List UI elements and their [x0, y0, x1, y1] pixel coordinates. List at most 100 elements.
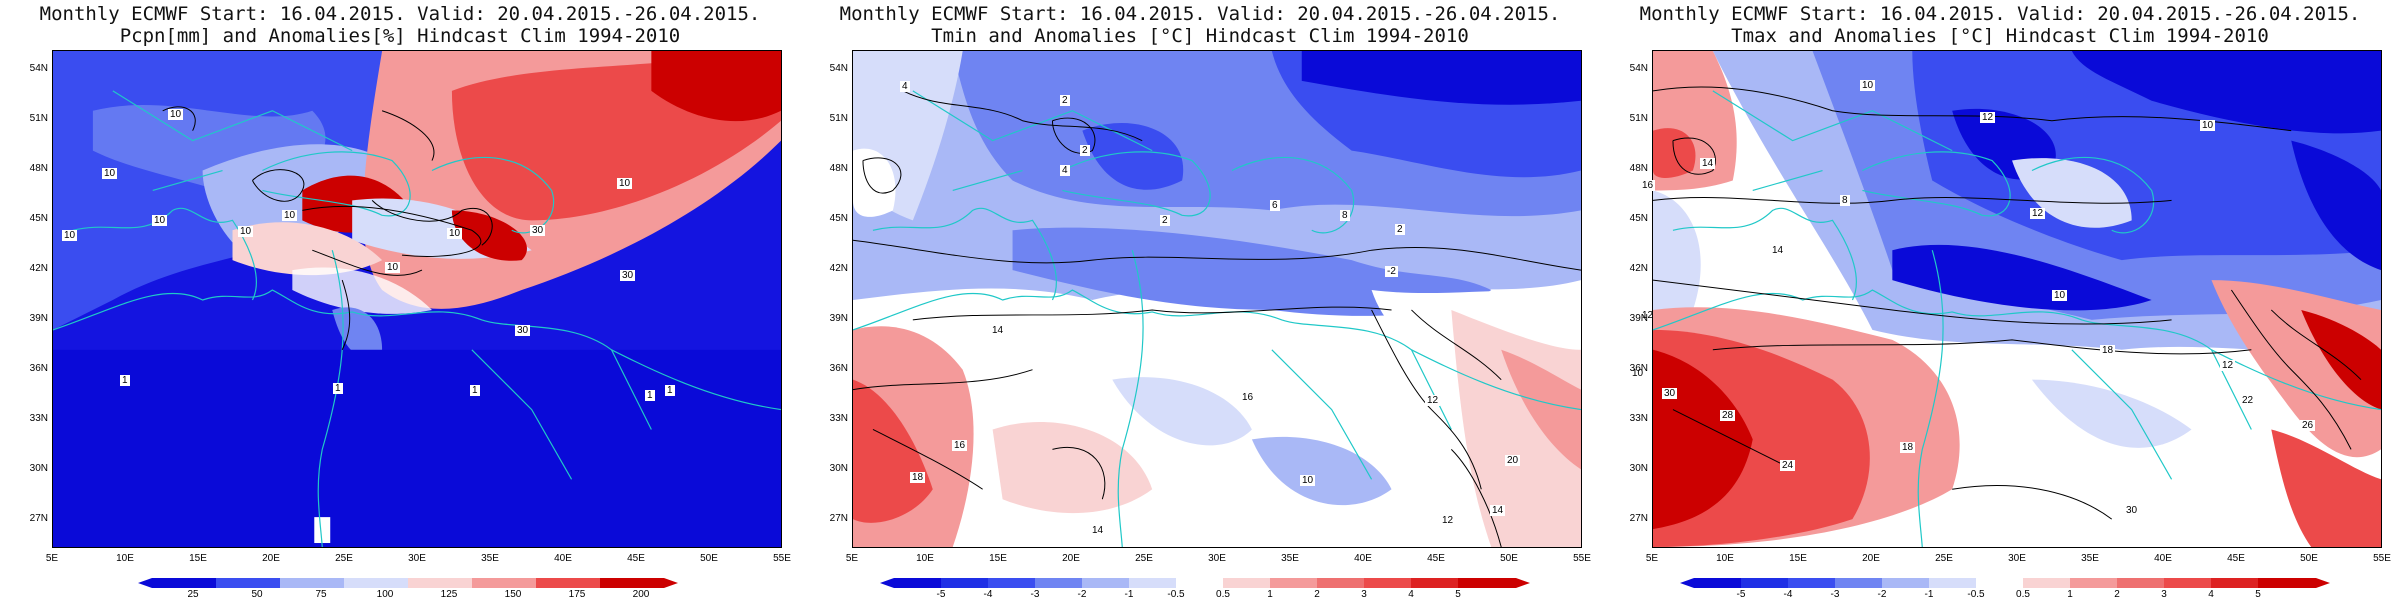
contour-label: 2 [1080, 145, 1090, 156]
colorbar-label: 0.5 [1216, 589, 1230, 600]
contour-label: 10 [1300, 475, 1316, 486]
lon-label: 45E [2227, 553, 2245, 564]
lat-label: 48N [829, 163, 848, 174]
colorbar-label: -1 [1924, 589, 1934, 600]
contour-label: 1 [470, 385, 480, 396]
lon-label: 10E [1716, 553, 1734, 564]
lon-label: 20E [1062, 553, 1080, 564]
tmin-colorbar [880, 578, 1530, 588]
lat-label: 54N [1629, 63, 1648, 74]
contour-label: 8 [1340, 210, 1350, 221]
contour-label: 10 [282, 210, 298, 221]
lon-label: 55E [1573, 553, 1591, 564]
lat-label: 42N [829, 263, 848, 274]
contour-label: 30 [1662, 388, 1678, 399]
lon-label: 15E [989, 553, 1007, 564]
lon-label: 50E [2300, 553, 2318, 564]
contour-label: 18 [2100, 345, 2116, 356]
colorbar-label: -0.5 [1967, 589, 1985, 600]
lon-label: 20E [1862, 553, 1880, 564]
contour-label: 16 [952, 440, 968, 451]
colorbar-label: 2 [1314, 589, 1320, 600]
tmin-map [852, 50, 1582, 548]
lat-label: 51N [29, 113, 48, 124]
contour-label: 12 [1980, 112, 1996, 123]
contour-label: 30 [515, 325, 531, 336]
colorbar-label: 25 [187, 589, 199, 600]
panel-subtitle: Tmax and Anomalies [°C] Hindcast Clim 19… [1731, 25, 2269, 47]
contour-label: 10 [238, 226, 254, 237]
contour-label: 2 [1395, 224, 1405, 235]
lon-label: 45E [1427, 553, 1445, 564]
lon-label: 50E [700, 553, 718, 564]
lat-label: 54N [829, 63, 848, 74]
colorbar-label: 5 [2255, 589, 2261, 600]
lon-label: 5E [845, 553, 859, 564]
lon-label: 30E [2008, 553, 2026, 564]
colorbar-label: 75 [315, 589, 327, 600]
contour-label: 10 [2200, 120, 2216, 131]
contour-label: 18 [910, 472, 926, 483]
lon-label: 30E [1208, 553, 1226, 564]
panel-subtitle: Tmin and Anomalies [°C] Hindcast Clim 19… [931, 25, 1469, 47]
colorbar-label: -1 [1124, 589, 1134, 600]
panel-tmax: Monthly ECMWF Start: 16.04.2015. Valid: … [1600, 0, 2400, 600]
precip-colorbar [138, 578, 678, 588]
lon-label: 40E [1354, 553, 1372, 564]
colorbar-label: 50 [251, 589, 263, 600]
lon-label: 10E [116, 553, 134, 564]
lon-label: 35E [1281, 553, 1299, 564]
panel-precipitation: Monthly ECMWF Start: 16.04.2015. Valid: … [0, 0, 800, 600]
contour-label: 14 [1090, 525, 1106, 536]
lon-label: 15E [1789, 553, 1807, 564]
panel-tmin: Monthly ECMWF Start: 16.04.2015. Valid: … [800, 0, 1656, 600]
contour-label: 22 [2240, 395, 2256, 406]
contour-label: 28 [1720, 410, 1736, 421]
lon-label: 25E [1135, 553, 1153, 564]
lat-label: 36N [29, 363, 48, 374]
colorbar-label: 1 [1267, 589, 1273, 600]
colorbar-label: -2 [1877, 589, 1887, 600]
colorbar-label: -5 [1736, 589, 1746, 600]
contour-label: 30 [620, 270, 636, 281]
contour-label: 12 [1640, 310, 1656, 321]
lat-label: 33N [1629, 413, 1648, 424]
lon-label: 5E [1645, 553, 1659, 564]
contour-label: 10 [152, 215, 168, 226]
contour-label: 1 [665, 385, 675, 396]
contour-label: 30 [530, 225, 546, 236]
lat-label: 45N [29, 213, 48, 224]
lat-label: 51N [829, 113, 848, 124]
lat-label: 36N [1629, 363, 1648, 374]
colorbar-label: 2 [2114, 589, 2120, 600]
contour-label: 1 [645, 390, 655, 401]
lon-label: 55E [2373, 553, 2391, 564]
contour-label: 26 [2300, 420, 2316, 431]
contour-label: 1 [333, 383, 343, 394]
precip-map [52, 50, 782, 548]
lon-label: 30E [408, 553, 426, 564]
lat-label: 30N [1629, 463, 1648, 474]
contour-label: 2 [1160, 215, 1170, 226]
colorbar-label: -5 [936, 589, 946, 600]
contour-label: 14 [990, 325, 1006, 336]
contour-label: 30 [2124, 505, 2140, 516]
lat-label: 27N [829, 513, 848, 524]
colorbar-label: 125 [440, 589, 458, 600]
tmax-map [1652, 50, 2382, 548]
lat-label: 54N [29, 63, 48, 74]
tmax-colorbar [1680, 578, 2330, 588]
colorbar-label: 0.5 [2016, 589, 2030, 600]
lat-label: 39N [829, 313, 848, 324]
colorbar-label: 3 [2161, 589, 2167, 600]
lon-label: 55E [773, 553, 791, 564]
lat-label: 27N [1629, 513, 1648, 524]
lon-label: 10E [916, 553, 934, 564]
contour-label: 10 [1860, 80, 1876, 91]
colorbar-label: 4 [2208, 589, 2214, 600]
colorbar-label: 200 [632, 589, 650, 600]
lat-label: 39N [1629, 313, 1648, 324]
contour-label: -2 [1385, 266, 1398, 277]
precip-anomaly-field [53, 51, 781, 547]
panel-title: Monthly ECMWF Start: 16.04.2015. Valid: … [839, 3, 1561, 25]
